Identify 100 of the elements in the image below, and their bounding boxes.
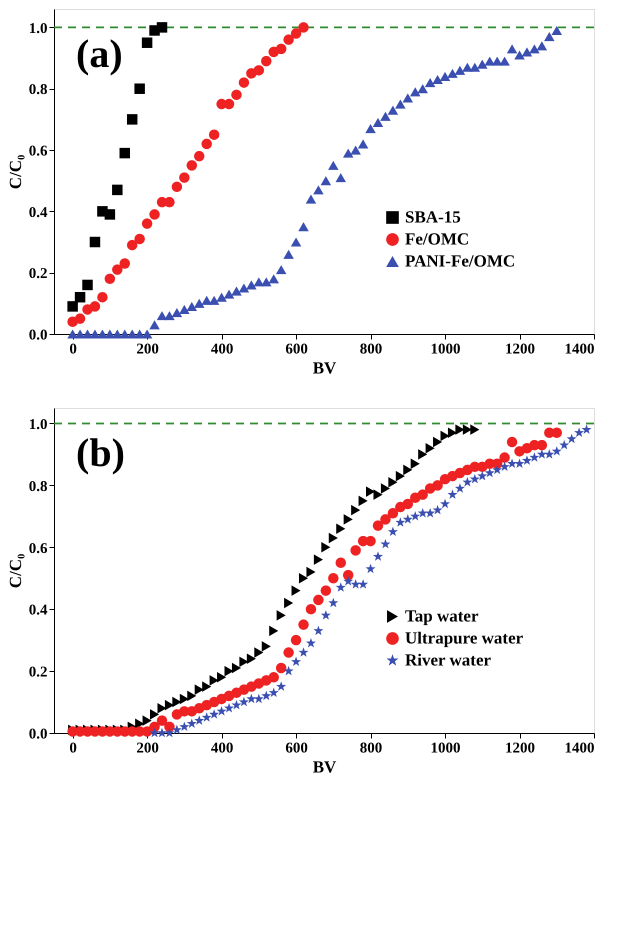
point [313,626,324,636]
point [290,28,302,39]
point [187,690,196,702]
y-tick-label: 0.2 [28,266,48,282]
point [388,477,398,488]
y-axis-title: C/C₀ [6,554,25,588]
legend-label: Fe/OMC [405,230,470,248]
point [224,98,234,110]
legend-label: SBA-15 [405,208,461,226]
point [112,184,123,196]
x-tick-label: 1400 [564,342,594,358]
point [298,647,309,657]
x-tick-label: 600 [285,342,308,358]
point [366,564,376,574]
point [380,483,390,494]
point [559,440,570,450]
point [418,508,428,518]
point [90,236,100,248]
point [582,424,592,434]
point [388,526,398,536]
legend-label: Ultrapure water [405,628,524,648]
point [440,498,450,508]
point [492,464,502,474]
x-axis-title: BV [312,358,338,378]
point [126,114,138,125]
point [321,542,330,553]
point [90,301,100,312]
point [522,455,532,465]
point [314,554,323,565]
point [261,56,272,66]
point [292,585,301,596]
point [284,666,294,676]
point [231,90,242,100]
point [186,718,197,728]
point [574,428,584,438]
point [306,566,316,578]
y-tick-label: 0.4 [28,204,48,221]
point [194,684,204,695]
x-tick-label: 1000 [430,342,461,358]
point [142,218,152,229]
point [514,458,525,468]
y-tick-label: 0.6 [28,540,48,557]
point [328,598,338,608]
point [477,470,488,480]
point [97,292,108,302]
point [172,182,182,192]
point [418,449,428,460]
x-tick-label: 0 [69,342,77,358]
point [470,474,480,484]
point [410,458,420,469]
point [179,172,190,183]
point [134,83,145,94]
y-tick-label: 0.4 [28,602,48,619]
x-tick-label: 600 [285,740,308,756]
y-tick-label: 0.8 [28,82,48,98]
point [67,301,78,312]
y-tick-label: 1.0 [28,20,48,37]
point [142,37,152,48]
point [336,582,346,592]
point [276,681,286,691]
point [156,22,168,33]
point [373,551,383,561]
point [150,709,160,720]
point [552,446,562,456]
x-tick-label: 200 [136,342,159,358]
point [238,696,249,706]
point [433,436,442,448]
point [566,434,577,444]
point [202,681,212,692]
y-tick-label: 1.0 [28,416,48,433]
point [358,579,368,589]
point [157,728,167,738]
point [507,458,518,468]
point [172,724,182,734]
point [254,694,264,704]
point [328,532,338,544]
point [82,280,93,290]
point [120,258,130,269]
point [373,489,383,500]
point [380,538,390,548]
x-tick-label: 800 [360,342,382,358]
point [254,65,264,76]
point [455,424,464,435]
point [298,22,309,33]
legend-label: River water [405,650,492,670]
point [276,610,286,621]
point [350,579,361,589]
point [402,514,413,524]
point [276,44,286,54]
point [164,728,174,738]
point [306,638,316,648]
point [238,77,250,88]
point [432,504,443,514]
point [254,647,264,658]
point [112,264,123,275]
legend-label: PANI-Fe/OMC [405,252,516,270]
point [351,504,360,516]
y-tick-label: 0.0 [28,726,48,742]
point [239,656,248,668]
point [231,700,242,710]
